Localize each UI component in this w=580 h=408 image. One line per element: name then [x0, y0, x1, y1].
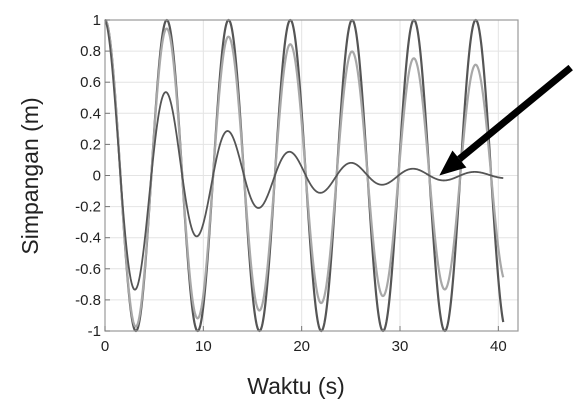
- series-line-3: [104, 19, 504, 291]
- x-tick-label: 20: [293, 338, 310, 355]
- x-tick-label: 10: [195, 338, 212, 355]
- x-axis-label: Waktu (s): [247, 373, 345, 399]
- tick-group: 0 10 20 30 40 1 0.8 0.6 0.4 0.2 0 -0.2 -0.4 -0.6 -0.8 -…: [75, 12, 507, 355]
- x-tick-label: 40: [490, 338, 507, 355]
- arrow-shaft: [457, 64, 573, 162]
- y-tick-label: 1: [93, 12, 101, 29]
- y-tick-label: 0.6: [80, 74, 101, 91]
- y-tick-label: -0.2: [75, 199, 101, 216]
- annotation-group: [439, 64, 573, 176]
- y-tick-label: -1: [88, 323, 101, 340]
- x-tick-label: 0: [101, 338, 109, 355]
- y-tick-label: 0: [93, 168, 101, 185]
- arrow-head: [439, 150, 467, 176]
- y-tick-label: -0.8: [75, 292, 101, 309]
- y-tick-label: 0.4: [80, 105, 101, 122]
- y-tick-label: -0.6: [75, 261, 101, 278]
- series-group: [104, 18, 505, 333]
- y-tick-label: 0.2: [80, 136, 101, 153]
- y-axis-label: Simpangan (m): [17, 97, 43, 254]
- annotation-arrow: [439, 64, 573, 176]
- y-tick-label: -0.4: [75, 230, 101, 247]
- y-tick-label: 0.8: [80, 43, 101, 60]
- x-tick-label: 30: [392, 338, 409, 355]
- series-line-2: [104, 19, 505, 328]
